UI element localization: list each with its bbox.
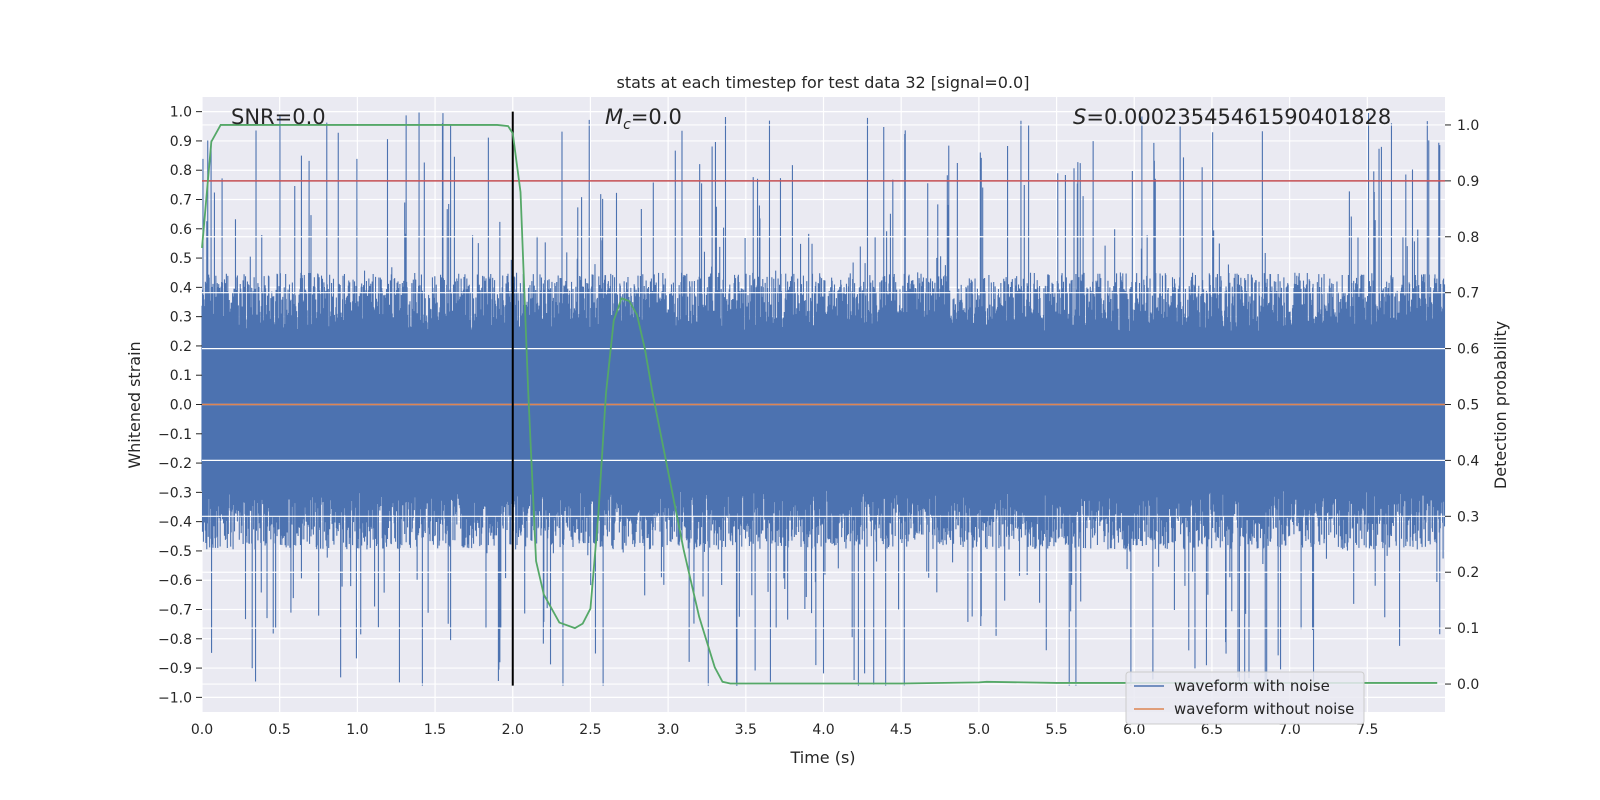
right-tick-label: 0.9 xyxy=(1457,174,1479,190)
right-tick-label: 0.2 xyxy=(1457,565,1479,581)
x-tick-label: 2.5 xyxy=(579,722,601,738)
x-tick-label: 1.0 xyxy=(346,722,368,738)
left-tick-label: 0.9 xyxy=(170,134,192,150)
x-tick-label: 6.5 xyxy=(1201,722,1223,738)
left-tick-label: −0.2 xyxy=(158,456,192,472)
right-tick-label: 0.6 xyxy=(1457,342,1479,358)
x-tick-label: 5.0 xyxy=(968,722,990,738)
legend-box xyxy=(1125,671,1365,725)
right-tick-label: 0.0 xyxy=(1457,677,1479,693)
x-axis-label: Time (s) xyxy=(789,748,855,767)
x-tick-label: 6.0 xyxy=(1123,722,1145,738)
left-axis-label: Whitened strain xyxy=(125,341,144,468)
legend: waveform with noise waveform without noi… xyxy=(1125,671,1365,725)
left-tick-label: 0.3 xyxy=(170,310,192,326)
left-tick-label: 0.4 xyxy=(170,280,192,296)
left-tick-label: −0.3 xyxy=(158,485,192,501)
score-symbol: S xyxy=(1073,105,1086,129)
legend-label-noise: waveform with noise xyxy=(1174,677,1330,695)
left-tick-label: −0.6 xyxy=(158,573,192,589)
chirp-mass-symbol: M xyxy=(605,105,623,129)
left-tick-label: 0.2 xyxy=(170,339,192,355)
x-tick-label: 2.0 xyxy=(502,722,524,738)
score-value: =0.00023545461590401828 xyxy=(1086,105,1391,129)
x-tick-label: 4.0 xyxy=(812,722,834,738)
snr-annotation: SNR=0.0 xyxy=(231,105,326,129)
x-tick-label: 4.5 xyxy=(890,722,912,738)
left-tick-label: 0.6 xyxy=(170,222,192,238)
right-tick-label: 0.8 xyxy=(1457,230,1479,246)
chirp-mass-value: =0.0 xyxy=(631,105,682,129)
axes-layer: 0.0 0.5 1.0 1.5 2.0 2.5 3.0 3.5 4.0 4.5 5.0 5.5 6.0 6… xyxy=(158,105,1479,738)
left-tick-label: 0.5 xyxy=(170,251,192,267)
chirp-mass-subscript: c xyxy=(623,117,631,133)
left-tick-label: −0.9 xyxy=(158,661,192,677)
right-tick-label: 1.0 xyxy=(1457,118,1479,134)
noise-series-layer xyxy=(201,112,1446,686)
right-tick-label: 0.4 xyxy=(1457,453,1479,469)
detection-probability-line xyxy=(201,124,1438,685)
x-tick-label: 0.0 xyxy=(191,722,213,738)
right-axis-label: Detection probability xyxy=(1491,321,1510,489)
chart-title: stats at each timestep for test data 32 … xyxy=(617,73,1030,92)
left-tick-label: 1.0 xyxy=(170,105,192,121)
left-tick-label: −0.4 xyxy=(158,515,192,531)
legend-label-clean: waveform without noise xyxy=(1174,700,1354,718)
left-tick-label: −0.5 xyxy=(158,544,192,560)
x-tick-label: 3.5 xyxy=(735,722,757,738)
x-tick-label: 1.5 xyxy=(424,722,446,738)
left-tick-label: 0.1 xyxy=(170,368,192,384)
right-tick-label: 0.3 xyxy=(1457,509,1479,525)
left-tick-label: −0.7 xyxy=(158,603,192,619)
left-tick-label: −0.1 xyxy=(158,427,192,443)
score-annotation: S=0.00023545461590401828 xyxy=(1073,105,1391,129)
left-tick-label: 0.8 xyxy=(170,163,192,179)
left-tick-label: −0.8 xyxy=(158,632,192,648)
left-tick-label: 0.0 xyxy=(170,398,192,414)
x-tick-label: 5.5 xyxy=(1045,722,1067,738)
right-tick-label: 0.5 xyxy=(1457,398,1479,414)
x-tick-label: 7.5 xyxy=(1356,722,1378,738)
chirp-mass-annotation: Mc=0.0 xyxy=(605,105,682,133)
left-tick-label: −1.0 xyxy=(158,690,192,706)
x-tick-label: 7.0 xyxy=(1278,722,1300,738)
lines-layer xyxy=(201,111,1445,686)
x-tick-label: 3.0 xyxy=(657,722,679,738)
noise-core-band xyxy=(202,332,1445,491)
right-tick-label: 0.7 xyxy=(1457,286,1479,302)
left-tick-label: 0.7 xyxy=(170,193,192,209)
x-tick-label: 0.5 xyxy=(269,722,291,738)
right-tick-label: 0.1 xyxy=(1457,621,1479,637)
